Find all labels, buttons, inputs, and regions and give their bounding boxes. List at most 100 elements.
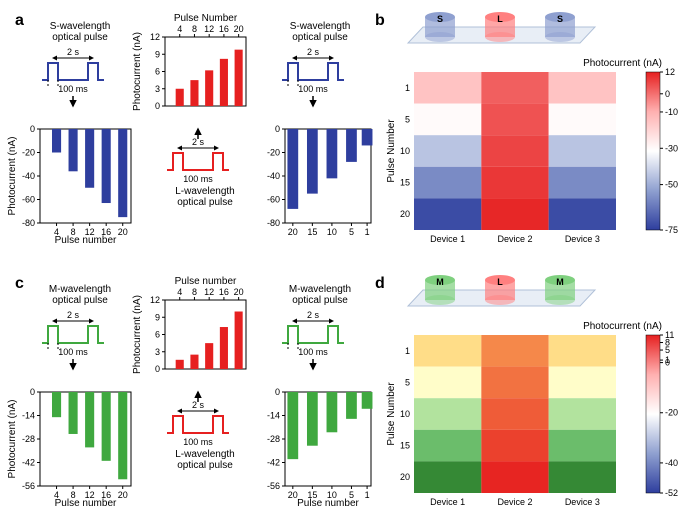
svg-text:M: M	[436, 277, 444, 287]
svg-text:9: 9	[155, 49, 160, 59]
svg-text:Photocurrent (nA): Photocurrent (nA)	[583, 321, 662, 332]
svg-text:5: 5	[405, 377, 410, 387]
panel-d: MLM15101520Device 1Device 2Device 3Pulse…	[380, 268, 700, 528]
svg-text:100 ms: 100 ms	[298, 84, 328, 94]
svg-text:2 s: 2 s	[307, 310, 320, 320]
svg-text:2 s: 2 s	[67, 47, 80, 57]
svg-text:-56: -56	[267, 481, 280, 491]
svg-text:Pulse Number: Pulse Number	[386, 119, 397, 183]
svg-text:15: 15	[307, 227, 317, 237]
svg-text:4: 4	[177, 24, 182, 34]
svg-text:-52: -52	[665, 488, 678, 498]
svg-text:Pulse Number: Pulse Number	[174, 13, 238, 24]
svg-text:0: 0	[275, 124, 280, 134]
svg-text:12: 12	[150, 295, 160, 305]
svg-text:20: 20	[288, 227, 298, 237]
svg-text:-75: -75	[665, 225, 678, 235]
svg-text:-40: -40	[267, 171, 280, 181]
svg-text:8: 8	[192, 24, 197, 34]
svg-text:Pulse Number: Pulse Number	[386, 382, 397, 446]
svg-text:11: 11	[665, 330, 674, 340]
svg-text:Pulse number: Pulse number	[55, 235, 117, 246]
svg-text:0: 0	[155, 101, 160, 111]
svg-text:8: 8	[192, 287, 197, 297]
svg-text:Device 2: Device 2	[497, 497, 532, 507]
svg-text:optical pulse: optical pulse	[292, 295, 348, 306]
svg-text:-80: -80	[22, 218, 35, 228]
svg-text:12: 12	[665, 67, 675, 77]
svg-text:Device 1: Device 1	[430, 234, 465, 244]
svg-text:-42: -42	[22, 458, 35, 468]
svg-text:Pulse number: Pulse number	[55, 498, 117, 509]
panel-c: 03691248121620Photocurrent (nA)Pulse num…	[5, 268, 375, 528]
svg-text:Photocurrent (nA): Photocurrent (nA)	[132, 295, 143, 374]
svg-text:-56: -56	[22, 481, 35, 491]
svg-text:Pulse number: Pulse number	[297, 498, 359, 509]
svg-text:-14: -14	[22, 411, 35, 421]
svg-text:Photocurrent (nA): Photocurrent (nA)	[7, 400, 18, 479]
svg-text:100 ms: 100 ms	[183, 174, 213, 184]
svg-text:2 s: 2 s	[67, 310, 80, 320]
svg-text:9: 9	[155, 312, 160, 322]
svg-text:S: S	[557, 14, 563, 24]
svg-text:5: 5	[405, 114, 410, 124]
svg-text:12: 12	[150, 32, 160, 42]
svg-text:12: 12	[204, 24, 214, 34]
svg-text:optical pulse: optical pulse	[177, 460, 233, 471]
svg-text:20: 20	[400, 472, 410, 482]
svg-text:1: 1	[665, 355, 670, 365]
panel-a: 0 3 6 9 12 48 12 16 20 Photocurrent (nA) Pulse Num…	[5, 5, 375, 265]
svg-text:1: 1	[405, 83, 410, 93]
svg-text:Device 3: Device 3	[565, 234, 600, 244]
svg-text:0: 0	[275, 387, 280, 397]
svg-text:-40: -40	[22, 171, 35, 181]
svg-text:20: 20	[118, 227, 128, 237]
svg-text:Pulse number: Pulse number	[175, 276, 237, 287]
svg-text:optical pulse: optical pulse	[52, 32, 108, 43]
svg-text:S-wavelength: S-wavelength	[290, 21, 351, 32]
svg-text:Device 2: Device 2	[497, 234, 532, 244]
svg-text:S: S	[437, 14, 443, 24]
svg-text:-20: -20	[665, 408, 678, 418]
svg-text:10: 10	[400, 409, 410, 419]
svg-text:Device 3: Device 3	[565, 497, 600, 507]
svg-text:Photocurrent (nA): Photocurrent (nA)	[132, 32, 143, 111]
svg-text:Device 1: Device 1	[430, 497, 465, 507]
svg-text:2 s: 2 s	[307, 47, 320, 57]
svg-text:-28: -28	[22, 434, 35, 444]
svg-text:-14: -14	[267, 411, 280, 421]
svg-text:12: 12	[204, 287, 214, 297]
svg-text:-20: -20	[22, 148, 35, 158]
svg-text:M: M	[556, 277, 564, 287]
svg-text:16: 16	[219, 24, 229, 34]
svg-text:0: 0	[30, 124, 35, 134]
svg-text:3: 3	[155, 347, 160, 357]
svg-text:15: 15	[400, 178, 410, 188]
svg-text:-42: -42	[267, 458, 280, 468]
svg-text:2 s: 2 s	[192, 137, 205, 147]
svg-text:20: 20	[234, 287, 244, 297]
svg-text:20: 20	[400, 209, 410, 219]
svg-text:6: 6	[155, 67, 160, 77]
svg-text:L: L	[497, 14, 503, 24]
svg-text:-80: -80	[267, 218, 280, 228]
svg-text:S-wavelength: S-wavelength	[50, 21, 111, 32]
svg-text:-20: -20	[267, 148, 280, 158]
svg-text:optical pulse: optical pulse	[52, 295, 108, 306]
svg-text:1: 1	[365, 490, 370, 500]
svg-text:0: 0	[155, 364, 160, 374]
svg-text:optical pulse: optical pulse	[292, 32, 348, 43]
panel-b: SLS15101520Device 1Device 2Device 3Pulse…	[380, 5, 700, 265]
svg-text:M-wavelength: M-wavelength	[49, 284, 111, 295]
svg-text:100 ms: 100 ms	[58, 84, 88, 94]
svg-text:Photocurrent (nA): Photocurrent (nA)	[7, 137, 18, 216]
svg-text:4: 4	[177, 287, 182, 297]
svg-text:-60: -60	[267, 195, 280, 205]
svg-text:15: 15	[400, 441, 410, 451]
svg-text:5: 5	[349, 227, 354, 237]
svg-text:Photocurrent (nA): Photocurrent (nA)	[583, 58, 662, 69]
svg-text:0: 0	[665, 89, 670, 99]
svg-text:2 s: 2 s	[192, 400, 205, 410]
svg-text:100 ms: 100 ms	[298, 347, 328, 357]
svg-text:3: 3	[155, 84, 160, 94]
